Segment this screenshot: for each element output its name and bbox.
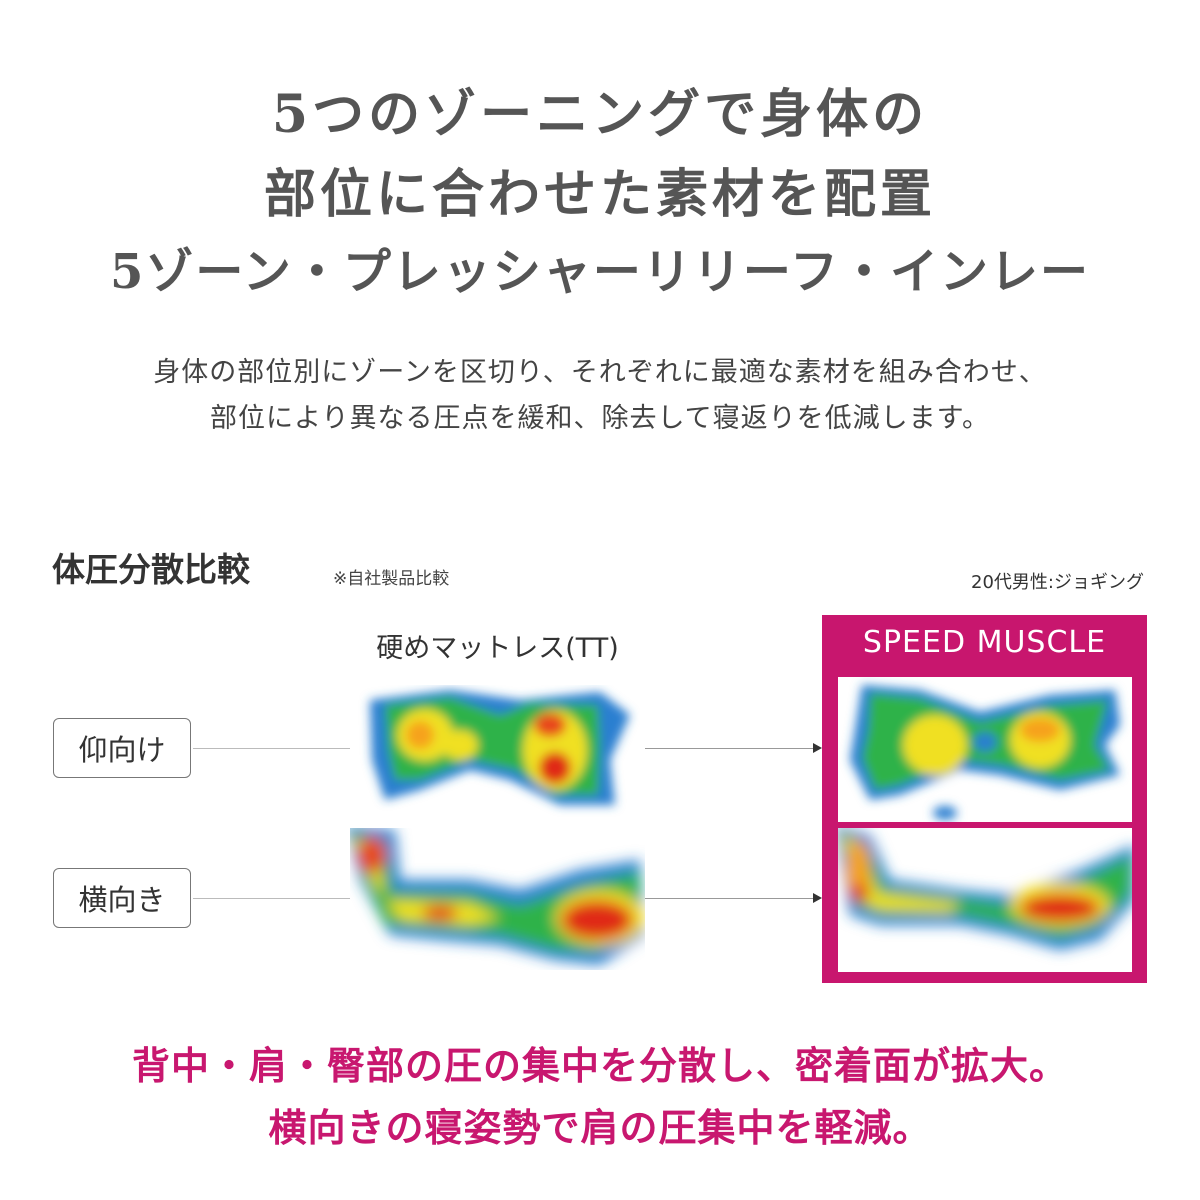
brand-logo: SPEED MUSCLE xyxy=(862,625,1107,660)
heatmap-firm-supine xyxy=(370,690,630,805)
heatmaps xyxy=(350,685,1132,965)
lead-line-2: 部位により異なる圧点を緩和、除去して寝返りを低減します。 xyxy=(210,403,990,434)
conclusion-line-2: 横向きの寝姿勢で肩の圧集中を軽減。 xyxy=(268,1106,932,1150)
arrow-icon xyxy=(645,743,822,753)
heatmap-speed-muscle-supine xyxy=(850,685,1120,820)
row-label-side: 横向き xyxy=(53,868,191,928)
heatmap-firm-side xyxy=(350,828,645,965)
headline-line-1: 5つのゾーニングで身体の xyxy=(271,84,929,145)
headline-line-3: 5ゾーン・プレッシャーリリーフ・インレー xyxy=(109,244,1091,300)
section-title: 体圧分散比較 xyxy=(52,550,250,589)
row-label-supine: 仰向け xyxy=(53,718,191,778)
lead-line-1: 身体の部位別にゾーンを区切り、それぞれに最適な素材を組み合わせ、 xyxy=(153,357,1047,388)
left-column-heading: 硬めマットレス(TT) xyxy=(376,633,619,664)
heatmap-speed-muscle-side xyxy=(838,828,1132,950)
headline-line-2: 部位に合わせた素材を配置 xyxy=(263,164,936,225)
test-subject: 20代男性:ジョギング xyxy=(971,572,1144,593)
arrow-icon xyxy=(645,893,822,903)
conclusion-line-1: 背中・肩・臀部の圧の集中を分散し、密着面が拡大。 xyxy=(131,1044,1068,1088)
connector-line xyxy=(193,898,350,899)
comparison-note: ※自社製品比較 xyxy=(333,569,450,589)
connector-line xyxy=(193,748,350,749)
